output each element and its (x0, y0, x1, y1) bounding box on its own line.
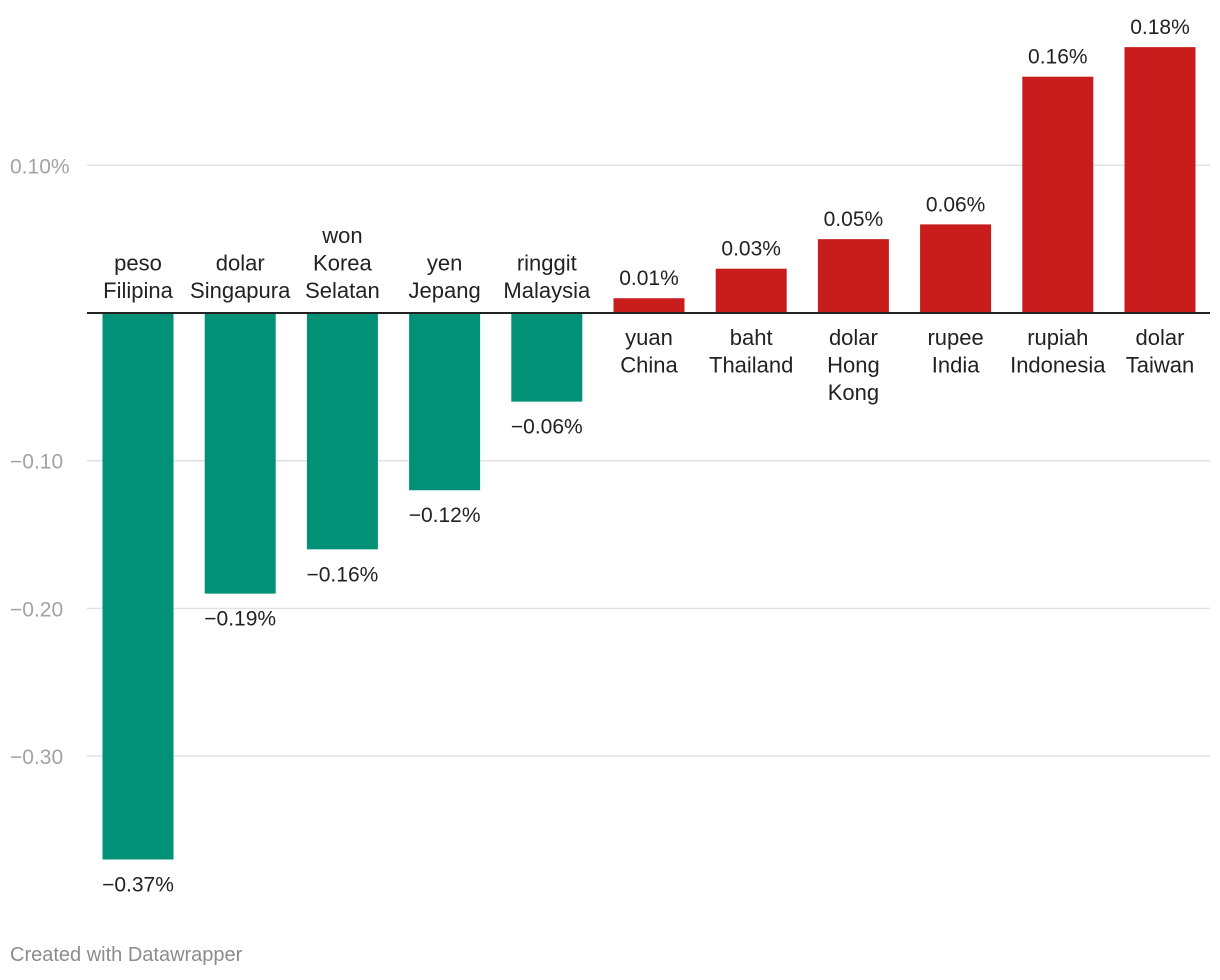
bar (715, 268, 787, 313)
category-label: peso Filipina (103, 251, 173, 304)
category-label: dolar Singapura (190, 251, 291, 304)
value-label: −0.37% (102, 873, 174, 896)
category-label: dolar Taiwan (1126, 325, 1194, 378)
value-label: −0.19% (204, 608, 276, 631)
bar (920, 224, 992, 313)
bar (1022, 76, 1094, 314)
value-label: −0.12% (409, 504, 481, 527)
value-label: −0.16% (306, 563, 378, 586)
bar (409, 313, 481, 491)
bar (1124, 47, 1196, 313)
value-label: −0.06% (511, 416, 583, 439)
bars (102, 47, 1196, 860)
value-label: 0.06% (926, 193, 986, 216)
bar (817, 239, 889, 313)
y-tick-label: −0.10 (10, 451, 63, 474)
category-label: won Korea Selatan (305, 223, 380, 303)
value-label: 0.18% (1130, 16, 1190, 39)
value-label: 0.03% (721, 238, 781, 261)
y-tick-label: −0.30 (10, 746, 63, 769)
bar (613, 298, 685, 313)
value-label: 0.05% (824, 208, 884, 231)
category-label: ringgit Malaysia (503, 251, 591, 304)
y-tick-label: −0.20 (10, 598, 63, 621)
category-label: rupee India (927, 325, 983, 378)
bar (306, 313, 378, 550)
bar-chart: 0.10%−0.10−0.20−0.30 −0.37%peso Filipina−… (10, 16, 1210, 896)
category-label: yuan China (620, 325, 678, 378)
category-label: rupiah Indonesia (1010, 325, 1106, 378)
category-label: baht Thailand (709, 325, 793, 378)
category-label: yen Jepang (409, 251, 481, 304)
labels: −0.37% peso Filipina −0.19% dolar Singapura −0… (102, 16, 1194, 896)
y-tick-label: 0.10% (10, 155, 70, 178)
value-label: 0.01% (619, 267, 679, 290)
bar (204, 313, 276, 594)
bar (511, 313, 583, 402)
category-label: dolar Hong Kong (827, 325, 880, 405)
bar (102, 313, 174, 860)
value-label: 0.16% (1028, 46, 1088, 69)
gridlines: 0.10% −0.10 −0.20 −0.30 (10, 155, 1210, 769)
credit-footer: Created with Datawrapper (10, 944, 243, 966)
